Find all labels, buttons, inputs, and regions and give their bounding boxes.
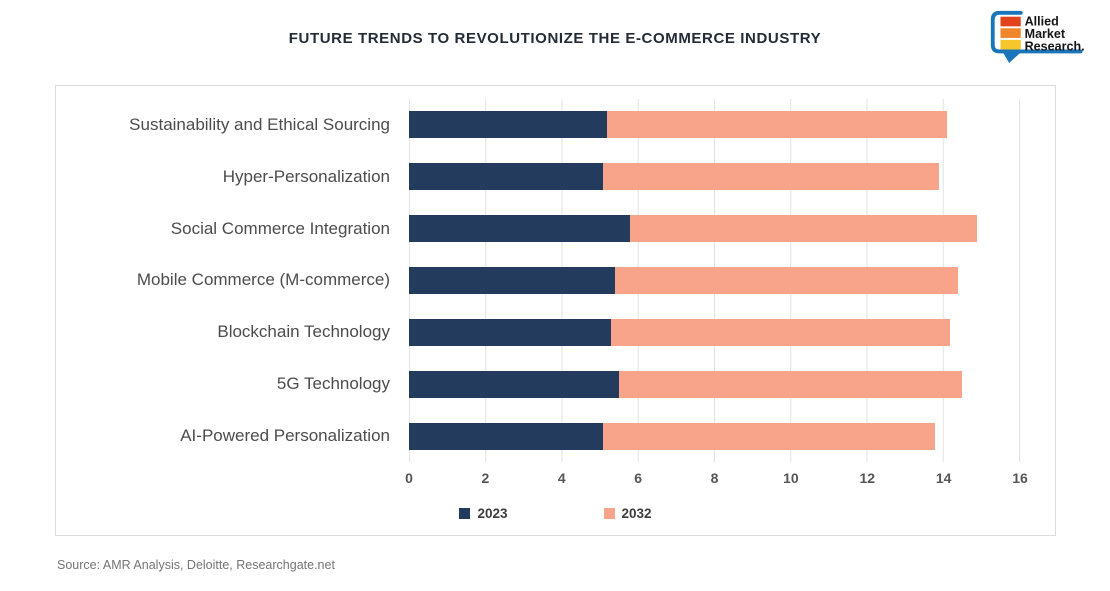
bar-segment-2032 bbox=[611, 318, 951, 346]
bar-segment-2023 bbox=[409, 111, 608, 139]
x-axis-tick: 14 bbox=[935, 470, 952, 486]
bar-segment-2032 bbox=[607, 111, 947, 139]
bar-segment-2032 bbox=[603, 422, 936, 450]
chart-row bbox=[409, 99, 1019, 151]
category-label: Hyper-Personalization bbox=[222, 166, 390, 186]
legend-label: 2032 bbox=[621, 506, 652, 521]
bar-track bbox=[409, 266, 1019, 294]
bar-segment-2023 bbox=[409, 215, 631, 243]
bar-track bbox=[409, 318, 1019, 346]
x-axis-tick: 8 bbox=[710, 470, 719, 486]
logo-line-2: Market bbox=[1025, 27, 1066, 41]
category-label: 5G Technology bbox=[276, 374, 390, 394]
bar-segment-2032 bbox=[630, 215, 978, 243]
legend-swatch bbox=[459, 508, 471, 519]
bar-segment-2023 bbox=[409, 163, 604, 191]
x-axis-tick: 0 bbox=[405, 470, 413, 486]
chart-row bbox=[409, 203, 1019, 255]
chart-row bbox=[409, 255, 1019, 307]
source-note: Source: AMR Analysis, Deloitte, Research… bbox=[57, 558, 335, 572]
legend: 2023 2032 bbox=[56, 506, 1055, 521]
category-label: Mobile Commerce (M-commerce) bbox=[136, 270, 390, 290]
bar-track bbox=[409, 215, 1019, 243]
x-axis-tick: 16 bbox=[1012, 470, 1028, 486]
amr-logo: Allied Market Research. bbox=[984, 8, 1100, 64]
bar-track bbox=[409, 422, 1019, 450]
chart-row bbox=[409, 358, 1019, 410]
legend-label: 2023 bbox=[477, 506, 508, 521]
category-label: Sustainability and Ethical Sourcing bbox=[129, 114, 390, 134]
chart-row bbox=[409, 306, 1019, 358]
chart-panel: Sustainability and Ethical Sourcing Hyper… bbox=[55, 85, 1056, 536]
chart-title: FUTURE TRENDS TO REVOLUTIONIZE THE E-COM… bbox=[288, 30, 822, 47]
x-axis-tick: 2 bbox=[481, 470, 490, 486]
x-axis-tick: 12 bbox=[859, 470, 876, 486]
bar-segment-2032 bbox=[614, 266, 958, 294]
legend-item-2032: 2032 bbox=[603, 506, 652, 521]
logo-line-3: Research. bbox=[1025, 39, 1085, 53]
category-label: AI-Powered Personalization bbox=[180, 426, 390, 446]
bar-segment-2032 bbox=[618, 370, 962, 398]
bar-segment-2023 bbox=[409, 266, 615, 294]
bar-track bbox=[409, 163, 1019, 191]
x-axis-tick: 6 bbox=[634, 470, 643, 486]
chart-row bbox=[409, 410, 1019, 462]
category-label: Blockchain Technology bbox=[217, 322, 390, 342]
bar-track bbox=[409, 370, 1019, 398]
category-labels: Sustainability and Ethical Sourcing Hyper… bbox=[56, 99, 409, 462]
category-label: Social Commerce Integration bbox=[170, 218, 390, 238]
x-axis-tick: 4 bbox=[557, 470, 566, 486]
logo-line-1: Allied bbox=[1025, 14, 1059, 28]
legend-swatch bbox=[603, 508, 615, 519]
bar-segment-2023 bbox=[409, 422, 604, 450]
bar-segment-2032 bbox=[603, 163, 939, 191]
x-axis: 0 2 4 6 8 10 12 14 16 bbox=[405, 470, 1028, 492]
speech-bubble-logo-icon: Allied Market Research. bbox=[990, 10, 1085, 64]
chart-row bbox=[409, 151, 1019, 203]
bar-track bbox=[409, 111, 1019, 139]
bar-segment-2023 bbox=[409, 318, 612, 346]
x-axis-tick: 10 bbox=[783, 470, 799, 486]
bar-segment-2023 bbox=[409, 370, 619, 398]
legend-item-2023: 2023 bbox=[459, 506, 508, 521]
chart-body: Sustainability and Ethical Sourcing Hyper… bbox=[56, 99, 1055, 462]
plot-rows bbox=[409, 99, 1020, 462]
